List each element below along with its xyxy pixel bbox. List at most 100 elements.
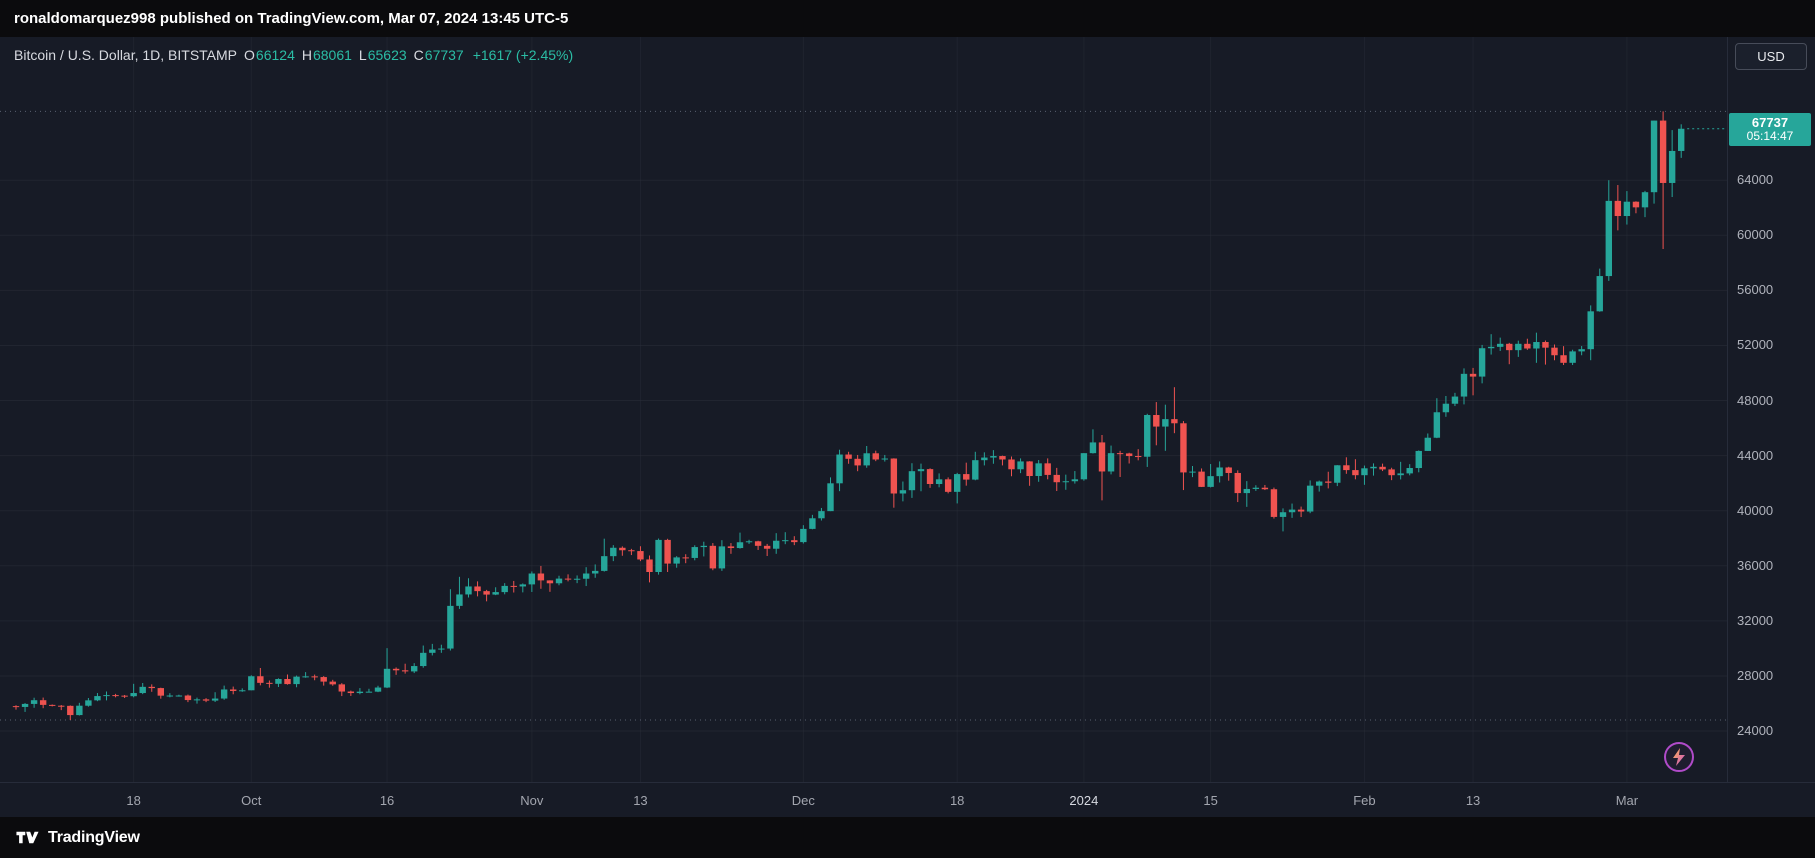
candle[interactable] — [782, 532, 789, 545]
candle[interactable] — [1361, 465, 1368, 485]
candle[interactable] — [329, 679, 336, 686]
candle[interactable] — [211, 692, 219, 702]
candle[interactable] — [1524, 338, 1531, 350]
candle[interactable] — [809, 514, 816, 530]
candle[interactable] — [1325, 471, 1332, 489]
candle[interactable] — [990, 450, 997, 464]
candle[interactable] — [12, 705, 20, 710]
candle[interactable] — [311, 674, 318, 681]
candle[interactable] — [1533, 332, 1540, 363]
candle[interactable] — [926, 468, 934, 488]
candle[interactable] — [1071, 471, 1079, 484]
candle[interactable] — [1107, 445, 1115, 475]
candle[interactable] — [257, 667, 264, 686]
candle[interactable] — [1343, 457, 1350, 474]
candle[interactable] — [94, 693, 101, 702]
candle[interactable] — [1451, 392, 1459, 407]
candle[interactable] — [1216, 461, 1223, 483]
candle[interactable] — [682, 554, 689, 564]
candle[interactable] — [1243, 481, 1250, 507]
candle[interactable] — [39, 697, 47, 709]
candle[interactable] — [239, 688, 246, 692]
candle[interactable] — [881, 454, 888, 462]
candle[interactable] — [202, 698, 210, 703]
candle[interactable] — [401, 663, 409, 674]
price-axis[interactable]: 67737 05:14:47 64000 60000 56000 52000 48000… — [1727, 37, 1815, 782]
candle[interactable] — [1614, 185, 1622, 231]
candle[interactable] — [1487, 334, 1495, 355]
candle[interactable] — [899, 481, 907, 502]
candle[interactable] — [1261, 484, 1269, 491]
candle[interactable] — [30, 697, 38, 708]
candle[interactable] — [736, 532, 744, 549]
candle[interactable] — [972, 451, 979, 481]
candle[interactable] — [944, 477, 952, 494]
candle[interactable] — [655, 538, 662, 575]
candle[interactable] — [1008, 456, 1015, 477]
candle[interactable] — [347, 690, 355, 696]
candle[interactable] — [193, 697, 201, 704]
candle[interactable] — [546, 580, 554, 592]
candle[interactable] — [1207, 464, 1214, 488]
candle[interactable] — [1478, 344, 1486, 384]
candle[interactable] — [175, 694, 183, 697]
candle[interactable] — [21, 703, 29, 712]
candle[interactable] — [1678, 124, 1685, 158]
candle[interactable] — [601, 538, 608, 572]
candle[interactable] — [320, 676, 327, 686]
candle[interactable] — [392, 667, 400, 675]
candle[interactable] — [1424, 433, 1431, 451]
candle[interactable] — [130, 683, 137, 698]
candle[interactable] — [818, 507, 825, 521]
candle[interactable] — [438, 644, 445, 653]
candle[interactable] — [863, 445, 870, 468]
candle[interactable] — [166, 693, 174, 698]
candle[interactable] — [872, 450, 879, 462]
candle[interactable] — [1379, 463, 1386, 472]
candle[interactable] — [1144, 413, 1151, 467]
candle[interactable] — [791, 536, 798, 546]
candle[interactable] — [112, 693, 119, 698]
candle[interactable] — [1198, 468, 1205, 488]
candle[interactable] — [1297, 506, 1305, 518]
candle[interactable] — [836, 449, 843, 492]
candle[interactable] — [1551, 344, 1558, 361]
candle[interactable] — [582, 567, 590, 587]
candle[interactable] — [628, 548, 635, 556]
candle[interactable] — [727, 543, 735, 554]
candle[interactable] — [1180, 421, 1187, 491]
candle[interactable] — [1596, 268, 1603, 312]
candle[interactable] — [1171, 387, 1178, 434]
candle[interactable] — [763, 543, 771, 557]
candle[interactable] — [230, 686, 237, 695]
candle[interactable] — [1352, 459, 1359, 480]
candle[interactable] — [1098, 434, 1106, 501]
candle[interactable] — [1578, 346, 1585, 356]
candle[interactable] — [501, 583, 508, 595]
currency-toggle-button[interactable]: USD — [1735, 43, 1807, 70]
candlestick-chart[interactable] — [0, 37, 1727, 782]
candle[interactable] — [1288, 503, 1296, 518]
candle[interactable] — [456, 576, 463, 609]
candle[interactable] — [1605, 180, 1612, 281]
candle[interactable] — [1460, 368, 1468, 405]
candle[interactable] — [745, 539, 753, 544]
candle[interactable] — [1044, 458, 1051, 480]
candle[interactable] — [1316, 480, 1323, 492]
candle[interactable] — [356, 688, 364, 695]
candle[interactable] — [1162, 404, 1169, 451]
candle[interactable] — [275, 678, 282, 687]
candle[interactable] — [1252, 485, 1260, 491]
candle[interactable] — [1189, 465, 1196, 478]
candle[interactable] — [1334, 465, 1341, 487]
candle[interactable] — [999, 455, 1006, 466]
candle[interactable] — [573, 575, 581, 584]
candle[interactable] — [854, 454, 861, 472]
candle[interactable] — [1153, 402, 1160, 446]
candle[interactable] — [1497, 337, 1504, 351]
candle[interactable] — [1623, 191, 1631, 225]
candle[interactable] — [492, 587, 499, 596]
candle[interactable] — [1388, 467, 1395, 481]
candle[interactable] — [827, 477, 834, 512]
candle[interactable] — [365, 688, 373, 693]
